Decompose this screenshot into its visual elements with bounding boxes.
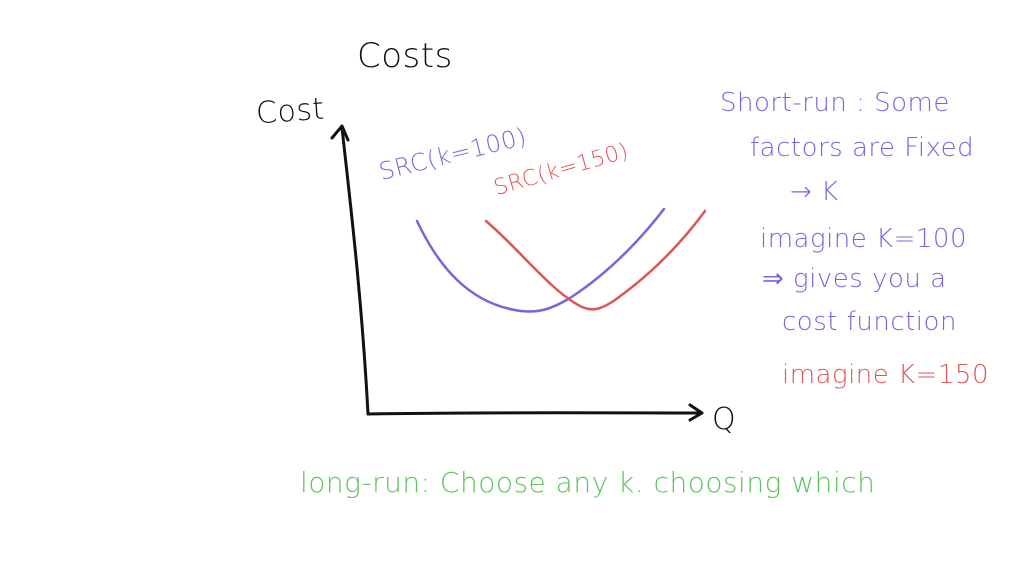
note-gives-you: ⇒ gives you a [762, 264, 947, 294]
note-cost-function: cost function [782, 307, 957, 337]
note-short-run: Short-run : Some [720, 88, 950, 118]
note-imagine-k100: imagine K=100 [760, 224, 968, 254]
y-axis-label: Cost [254, 91, 326, 132]
y-axis-arrowhead [330, 124, 350, 142]
note-imagine-k150: imagine K=150 [782, 360, 990, 390]
src-k150-curve [484, 209, 707, 311]
note-arrow-k: → K [790, 177, 839, 207]
x-axis-arrowhead [688, 403, 704, 422]
x-axis-label: Q [712, 402, 737, 437]
x-axis [366, 411, 702, 416]
note-long-run: long-run: Choose any k. choosing which [300, 466, 876, 499]
y-axis [340, 126, 370, 416]
diagram-title: Costs [357, 36, 453, 76]
src-k100-curve [415, 207, 666, 313]
note-factors-fixed: factors are Fixed [750, 133, 975, 163]
